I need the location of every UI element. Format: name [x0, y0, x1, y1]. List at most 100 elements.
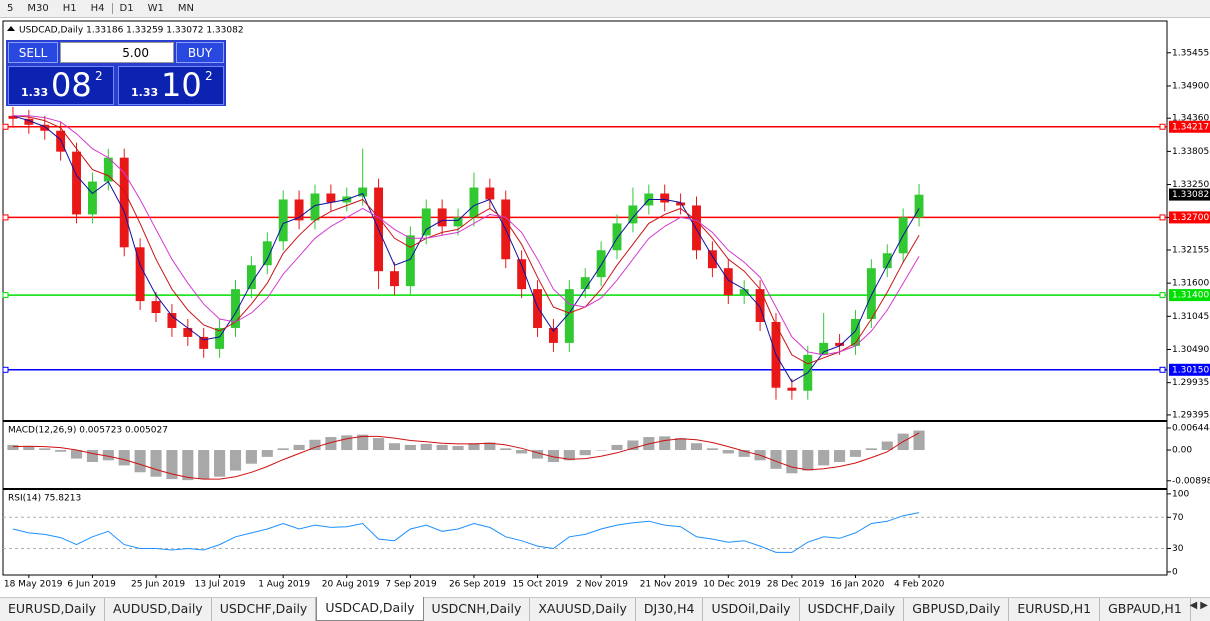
candle-body [56, 130, 66, 152]
timeframe-button[interactable]: H4 [90, 3, 105, 14]
macd-bar [786, 450, 798, 474]
macd-bar [547, 450, 559, 463]
macd-bar [500, 448, 512, 451]
candle-body [135, 247, 145, 302]
chart-tab[interactable]: USDOil,Daily [703, 598, 800, 621]
y-tick-label: 70 [1172, 513, 1184, 523]
candle-body [580, 277, 590, 290]
chart-tab[interactable]: GBPUSD,Daily [904, 598, 1010, 621]
x-tick-label: 16 Jan 2020 [830, 580, 884, 590]
level-handle [1159, 366, 1166, 373]
chart-tab[interactable]: XAUUSD,Daily [530, 598, 636, 621]
macd-bar [770, 450, 782, 469]
macd-bar [675, 438, 687, 451]
x-tick-label: 6 Jun 2019 [67, 580, 116, 590]
x-tick-label: 20 Aug 2019 [322, 580, 380, 590]
candle-body [421, 208, 431, 236]
x-tick-label: 25 Jun 2019 [131, 580, 185, 590]
timeframe-button[interactable]: 5 [7, 3, 14, 14]
indicator-title: MACD(12,26,9) 0.005723 0.005027 [8, 426, 168, 436]
macd-bar [802, 450, 814, 471]
candle-body [24, 118, 34, 125]
moving-average [12, 115, 920, 365]
candle-body [723, 268, 733, 296]
ask-pips: 10 [161, 66, 202, 104]
candle-body [231, 289, 240, 328]
timeframe-button[interactable]: H1 [62, 3, 77, 14]
timeframe-button[interactable]: D1 [111, 3, 141, 14]
macd-bar [134, 450, 146, 473]
ask-price[interactable]: 1.33 10 2 [118, 66, 224, 105]
macd-bar [659, 436, 671, 451]
macd-bar [70, 450, 83, 459]
chart-tab[interactable]: USDCAD,Daily [316, 597, 424, 621]
level-handle [1159, 123, 1166, 130]
x-tick-label: 2 Nov 2019 [576, 580, 628, 590]
macd-bar [23, 446, 35, 451]
candle-body [262, 241, 272, 266]
x-tick-label: 18 May 2019 [4, 580, 63, 590]
bid-pips: 08 [51, 66, 92, 104]
macd-bar [229, 450, 242, 471]
candle-body [564, 289, 574, 343]
x-tick-label: 10 Dec 2019 [703, 580, 761, 590]
candle-body [882, 253, 892, 269]
macd-bar [420, 443, 432, 451]
macd-bar [7, 444, 19, 451]
y-tick-label: 0.006448 [1172, 423, 1210, 433]
volume-input[interactable]: 5.00 [60, 42, 174, 63]
timeframe-button[interactable]: MN [177, 3, 194, 14]
macd-bar [468, 443, 480, 451]
sell-button[interactable]: SELL [8, 42, 58, 63]
macd-bar [39, 448, 51, 451]
candle-body [755, 289, 765, 322]
last-price-box [1169, 188, 1210, 201]
candle-body [485, 187, 495, 200]
candle-body [183, 327, 193, 337]
candle-body [819, 342, 829, 355]
y-tick-label: 30 [1172, 544, 1184, 554]
candle-body [8, 115, 18, 119]
candle-body [294, 199, 304, 221]
chart-tab[interactable]: GBPAUD,H1 [1100, 598, 1191, 621]
candle-body [676, 202, 686, 206]
macd-bar [166, 450, 178, 480]
candle-body [851, 319, 860, 346]
macd-bar [452, 445, 464, 451]
candle-body [437, 208, 447, 227]
candle-body [612, 223, 622, 251]
candle-body [326, 193, 336, 203]
level-handle [1159, 214, 1166, 221]
chart-tab[interactable]: EURUSD,Daily [0, 598, 106, 621]
macd-bar [309, 439, 321, 451]
macd-bar [150, 450, 162, 477]
x-tick-label: 26 Sep 2019 [449, 580, 506, 590]
ask-point: 2 [205, 69, 213, 83]
macd-bar [516, 450, 528, 454]
level-label: 1.34217 [1172, 122, 1209, 132]
chart-tab[interactable]: USDCNH,Daily [424, 598, 531, 621]
chart-tab[interactable]: AUDUSD,Daily [105, 598, 212, 621]
buy-button[interactable]: BUY [176, 42, 224, 63]
macd-bar [563, 450, 575, 461]
level-handle [1159, 292, 1166, 299]
moving-average [12, 115, 920, 383]
bid-point: 2 [95, 69, 103, 83]
timeframe-button[interactable]: M30 [27, 3, 49, 14]
y-tick-label: 1.34900 [1172, 81, 1209, 91]
y-tick-label: 1.29935 [1172, 378, 1209, 388]
chart-tab[interactable]: USDCHF,Daily [212, 598, 317, 621]
chart-tab[interactable]: DJ30,H4 [636, 598, 704, 621]
bid-price[interactable]: 1.33 08 2 [8, 66, 114, 105]
tab-scroll[interactable]: ◀ ▶ [1189, 600, 1208, 611]
macd-bar [818, 450, 830, 466]
macd-bar [373, 438, 385, 451]
chart-tab[interactable]: EURUSD,H1 [1009, 598, 1101, 621]
macd-bar [595, 450, 607, 451]
chart-tab[interactable]: USDCHF,Daily [800, 598, 905, 621]
y-tick-label: 1.29395 [1172, 410, 1209, 420]
candle-body [358, 187, 368, 197]
candle-body [835, 342, 845, 346]
timeframe-button[interactable]: W1 [147, 3, 164, 14]
macd-bar [182, 450, 194, 481]
